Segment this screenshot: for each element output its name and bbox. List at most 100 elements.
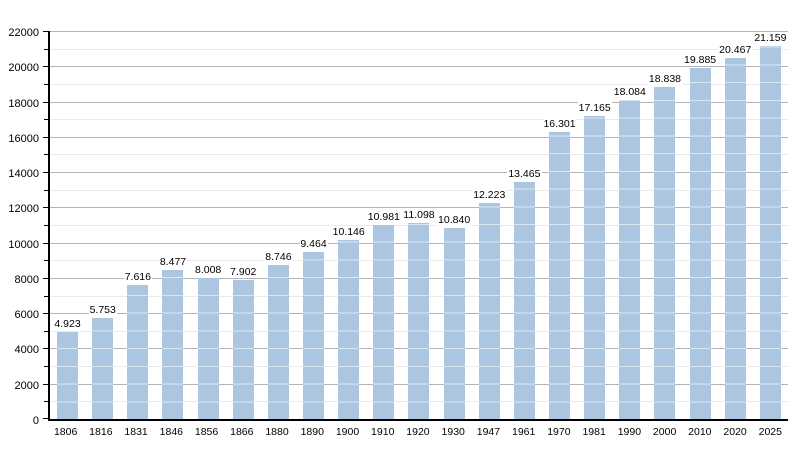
x-axis-tick-label: 1890 [300, 426, 324, 438]
y-axis-tick [43, 313, 48, 315]
bar-1846: 8.477 [158, 255, 188, 419]
bar-value-label: 10.146 [331, 226, 366, 239]
major-gridline [50, 101, 788, 103]
x-axis-tick-label: 1816 [89, 426, 113, 438]
y-axis-tick-label: 10000 [8, 238, 39, 251]
x-axis-tick-label: 1920 [406, 426, 430, 438]
y-axis-tick-label: 16000 [8, 132, 39, 145]
major-gridline [50, 31, 788, 32]
y-axis-tick [44, 119, 48, 121]
x-axis-tick-label: 1900 [335, 426, 360, 438]
y-axis-tick [43, 172, 48, 174]
y-axis-tick-label: 12000 [8, 203, 39, 216]
major-gridline [50, 207, 788, 209]
y-axis-tick [43, 383, 48, 385]
bar-1961: 13.465 [507, 167, 542, 419]
y-axis-tick [44, 366, 48, 368]
bar-value-label: 10.981 [366, 211, 401, 224]
bar-value-label: 11.098 [402, 209, 436, 222]
bar-1947: 12.223 [472, 189, 507, 419]
bar-value-label: 21.159 [753, 31, 788, 44]
y-axis-tick [43, 418, 48, 419]
y-axis-tick-label: 18000 [8, 97, 39, 110]
minor-gridline [50, 189, 788, 191]
bar-1981: 17.165 [577, 102, 612, 419]
x-axis-tick-label: 1970 [547, 426, 571, 438]
y-axis-tick [44, 295, 48, 297]
y-axis-tick [43, 101, 48, 103]
bar-value-label: 8.477 [158, 255, 188, 268]
y-axis-tick [44, 48, 48, 50]
bar-2020: 20.467 [718, 44, 753, 419]
x-axis-tick-label: 1990 [617, 426, 642, 438]
bars-container: 4.923 5.753 7.616 8.477 8.008 7.902 8.746 9.464… [50, 31, 788, 419]
minor-gridline [50, 119, 788, 121]
y-axis-tick [43, 348, 48, 350]
x-axis-tick-label: 1947 [476, 426, 501, 438]
y-axis-tick [43, 66, 48, 68]
y-axis-tick [43, 242, 48, 244]
x-axis-tick-label: 2025 [758, 426, 782, 438]
bar-1880: 8.746 [264, 250, 293, 419]
x-axis-tick-label: 1961 [511, 426, 536, 438]
bar-1900: 10.146 [331, 226, 366, 419]
y-axis-tick [43, 136, 48, 138]
bar-value-label: 4.923 [53, 318, 82, 331]
y-axis-tick-label: 14000 [8, 168, 39, 181]
bar-1866: 7.902 [229, 265, 258, 419]
y-axis-tick-label: 20000 [8, 62, 39, 75]
bar-value-label: 7.616 [123, 270, 152, 283]
y-axis-tick-label: 6000 [14, 309, 39, 322]
y-axis-tick-label: 2000 [14, 379, 39, 392]
bar-2000: 18.838 [647, 72, 683, 419]
x-axis: 1806 1816 1831 1846 1856 1866 1880 1890 1900 1910… [48, 426, 788, 438]
plot-area: 4.923 5.753 7.616 8.477 8.008 7.902 8.746 9.464… [43, 31, 788, 421]
y-axis-tick [44, 154, 48, 156]
x-axis-tick-label: 1831 [124, 426, 148, 438]
y-axis-tick [43, 207, 48, 209]
y-axis-tick-label: 0 [32, 415, 39, 427]
y-axis-tick-label: 22000 [8, 27, 39, 39]
bar-value-label: 7.902 [229, 265, 258, 278]
x-axis-tick-label: 1930 [441, 426, 465, 438]
bar-1910: 10.981 [366, 211, 401, 419]
y-axis-tick-label: 8000 [14, 273, 39, 286]
bar-value-label: 20.467 [718, 44, 753, 57]
bar-value-label: 5.753 [88, 303, 117, 316]
x-axis-tick-label: 1806 [53, 426, 78, 438]
major-gridline [50, 136, 788, 138]
bar-value-label: 16.301 [542, 117, 577, 130]
bar-1831: 7.616 [123, 270, 152, 419]
minor-gridline [50, 48, 788, 50]
y-axis-tick [44, 401, 48, 403]
x-axis-tick-label: 1981 [582, 426, 606, 438]
y-axis-tick [44, 83, 48, 85]
bar-value-label: 18.084 [612, 86, 647, 99]
major-gridline [50, 172, 788, 174]
bar-value-label: 13.465 [507, 167, 542, 180]
bar-value-label: 10.840 [437, 213, 472, 226]
y-axis-tick [43, 31, 48, 32]
bar-value-label: 8.008 [193, 263, 223, 276]
bar-value-label: 18.838 [647, 72, 683, 85]
y-axis-tick [43, 277, 48, 279]
y-axis-tick [44, 189, 48, 191]
bar-1930: 10.840 [437, 213, 472, 419]
bar-1970: 16.301 [542, 117, 577, 419]
x-axis-tick-label: 1846 [159, 426, 183, 438]
x-axis-tick-label: 2020 [723, 426, 747, 438]
bar-1856: 8.008 [193, 263, 223, 419]
y-axis-tick [44, 330, 48, 332]
bar-1920: 11.098 [402, 209, 436, 419]
bar-1890: 9.464 [299, 238, 328, 419]
major-gridline [50, 66, 788, 68]
y-axis: 0 2000 4000 6000 8000 10000 12000 14000 16000 180… [0, 27, 39, 427]
bar-1806: 4.923 [53, 318, 82, 419]
x-axis-tick-label: 2000 [652, 426, 677, 438]
bar-2025: 21.159 [753, 31, 788, 419]
y-axis-tick [44, 225, 48, 226]
x-axis-tick-label: 1880 [265, 426, 289, 438]
y-axis-tick-label: 4000 [14, 344, 39, 357]
x-axis-tick-label: 1856 [194, 426, 219, 438]
bar-value-label: 19.885 [683, 54, 718, 67]
